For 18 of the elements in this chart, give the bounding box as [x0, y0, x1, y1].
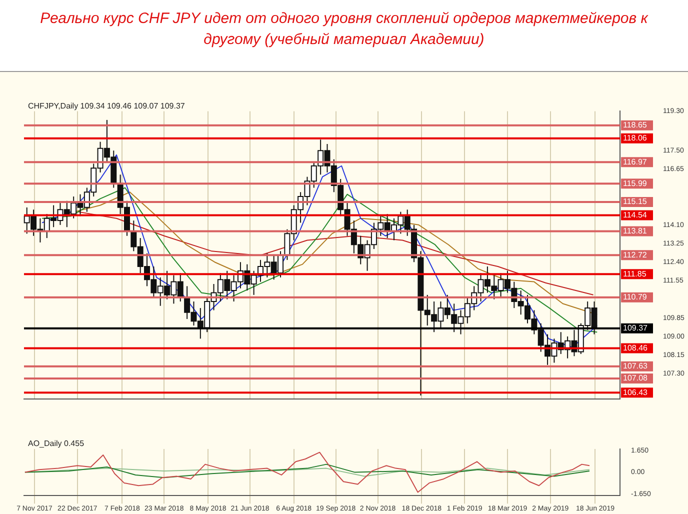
ref-line-label: 114.54	[623, 210, 648, 220]
text: AO_Daily 0.455	[28, 439, 85, 448]
ref-line-label: 110.79	[623, 292, 648, 302]
ref-line-label: 116.97	[623, 157, 648, 166]
ref-line-label: 106.43	[623, 388, 648, 397]
ref-line-label: 118.06	[623, 134, 648, 143]
ref-line-label: 107.63	[623, 362, 648, 371]
ref-line-label: 111.85	[623, 269, 647, 278]
ref-line-label: 112.72	[623, 250, 648, 260]
text: CHFJPY,Daily 109.34 109.46 109.07 109.37	[28, 101, 186, 110]
ref-line-label: 109.37	[623, 324, 648, 333]
ref-line-label: 113.81	[623, 226, 648, 236]
chart-title: Реально курс CHF JPY идет от одного уровня скоплений ордеров маркетмейкеров к другому (учебный материал Академии)	[0, 0, 688, 72]
ref-line-label: 115.99	[623, 178, 648, 188]
ref-line-label: 115.15	[623, 197, 648, 206]
ref-line-label: 107.08	[623, 374, 648, 383]
ref-line-label: 108.46	[623, 343, 648, 352]
ref-line-label: 118.65	[623, 120, 648, 130]
